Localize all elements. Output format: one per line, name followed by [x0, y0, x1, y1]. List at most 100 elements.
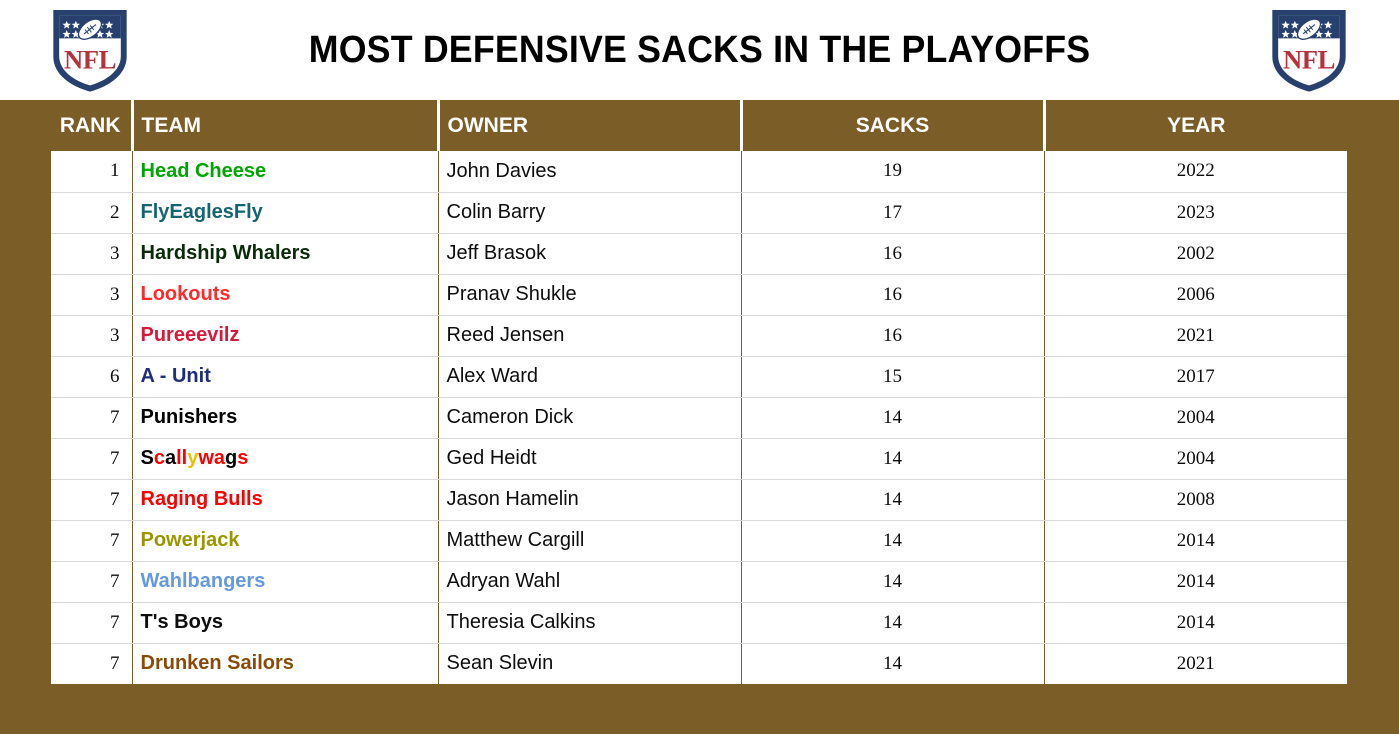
cell-team: Punishers — [131, 397, 438, 439]
cell-rank: 2 — [51, 192, 132, 234]
cell-rank: 7 — [51, 643, 132, 684]
cell-team: Drunken Sailors — [131, 643, 438, 684]
cell-team: Lookouts — [131, 274, 438, 316]
team-name-segment: s — [237, 447, 249, 469]
team-name-segment: ll — [176, 447, 188, 469]
team-name-segment: y — [187, 447, 199, 469]
team-name-segment: a — [164, 447, 177, 469]
leaderboard-table-container: RANK TEAM OWNER SACKS YEAR 1 Head Cheese J… — [51, 100, 1347, 684]
nfl-shield-icon-right: NFL — [1272, 10, 1346, 92]
table-row: 7 Drunken Sailors Sean Slevin 14 2021 — [51, 643, 1347, 684]
cell-sacks: 14 — [740, 438, 1044, 480]
cell-owner: John Davies — [437, 151, 741, 193]
cell-sacks: 16 — [740, 233, 1044, 275]
cell-sacks: 17 — [740, 192, 1044, 234]
cell-team: T's Boys — [131, 602, 438, 644]
cell-owner: Reed Jensen — [437, 315, 741, 357]
table-row: 7 Punishers Cameron Dick 14 2004 — [51, 397, 1347, 439]
table-row: 7 T's Boys Theresia Calkins 14 2014 — [51, 602, 1347, 644]
cell-rank: 3 — [51, 233, 132, 275]
cell-team: Head Cheese — [131, 151, 438, 193]
nfl-shield-icon-left: NFL — [53, 10, 127, 92]
team-name-segment: c — [153, 447, 165, 469]
cell-owner: Adryan Wahl — [437, 561, 741, 603]
cell-rank: 6 — [51, 356, 132, 398]
cell-owner: Theresia Calkins — [437, 602, 741, 644]
cell-owner: Jason Hamelin — [437, 479, 741, 521]
table-row: 7 Wahlbangers Adryan Wahl 14 2014 — [51, 561, 1347, 603]
cell-sacks: 14 — [740, 397, 1044, 439]
cell-sacks: 14 — [740, 479, 1044, 521]
team-name-segment: wa — [198, 447, 226, 469]
team-name-segment: S — [140, 447, 154, 469]
cell-owner: Matthew Cargill — [437, 520, 741, 562]
svg-text:NFL: NFL — [1283, 44, 1335, 74]
cell-year: 2008 — [1043, 479, 1347, 521]
cell-rank: 7 — [51, 520, 132, 562]
table-row: 3 Lookouts Pranav Shukle 16 2006 — [51, 274, 1347, 316]
leaderboard-table: RANK TEAM OWNER SACKS YEAR 1 Head Cheese J… — [51, 100, 1347, 684]
cell-year: 2022 — [1043, 151, 1347, 193]
cell-team: Scallywags — [131, 438, 438, 480]
team-name-segment: g — [225, 447, 238, 469]
cell-team: A - Unit — [131, 356, 438, 398]
cell-sacks: 15 — [740, 356, 1044, 398]
table-row: 3 Hardship Whalers Jeff Brasok 16 2002 — [51, 233, 1347, 275]
cell-sacks: 14 — [740, 643, 1044, 684]
table-row: 7 Scallywags Ged Heidt 14 2004 — [51, 438, 1347, 480]
cell-year: 2014 — [1043, 602, 1347, 644]
table-row: 1 Head Cheese John Davies 19 2022 — [51, 151, 1347, 193]
cell-owner: Pranav Shukle — [437, 274, 741, 316]
cell-year: 2014 — [1043, 520, 1347, 562]
table-header-row: RANK TEAM OWNER SACKS YEAR — [51, 100, 1347, 151]
cell-year: 2014 — [1043, 561, 1347, 603]
cell-team: Wahlbangers — [131, 561, 438, 603]
column-header-year[interactable]: YEAR — [1042, 100, 1347, 151]
cell-year: 2006 — [1043, 274, 1347, 316]
table-row: 3 Pureeevilz Reed Jensen 16 2021 — [51, 315, 1347, 357]
column-header-sacks[interactable]: SACKS — [739, 100, 1044, 151]
cell-rank: 7 — [51, 397, 132, 439]
svg-text:NFL: NFL — [64, 44, 116, 74]
cell-team: Raging Bulls — [131, 479, 438, 521]
cell-rank: 7 — [51, 602, 132, 644]
cell-sacks: 14 — [740, 561, 1044, 603]
column-header-rank[interactable]: RANK — [51, 100, 132, 151]
table-row: 7 Raging Bulls Jason Hamelin 14 2008 — [51, 479, 1347, 521]
cell-year: 2002 — [1043, 233, 1347, 275]
cell-team: Pureeevilz — [131, 315, 438, 357]
cell-team: FlyEaglesFly — [131, 192, 438, 234]
cell-sacks: 14 — [740, 520, 1044, 562]
page-title: MOST DEFENSIVE SACKS IN THE PLAYOFFS — [308, 28, 1091, 71]
cell-rank: 1 — [51, 151, 132, 193]
cell-sacks: 16 — [740, 315, 1044, 357]
cell-year: 2004 — [1043, 397, 1347, 439]
cell-rank: 7 — [51, 438, 132, 480]
cell-rank: 7 — [51, 561, 132, 603]
cell-owner: Sean Slevin — [437, 643, 741, 684]
cell-year: 2021 — [1043, 315, 1347, 357]
column-header-owner[interactable]: OWNER — [436, 100, 741, 151]
table-body: 1 Head Cheese John Davies 19 2022 2 FlyEaglesF… — [51, 151, 1347, 684]
cell-owner: Ged Heidt — [437, 438, 741, 480]
cell-owner: Jeff Brasok — [437, 233, 741, 275]
page-header: NFL MOST DEFENSIVE SACKS IN THE PLAYOFFS — [0, 0, 1399, 100]
cell-owner: Alex Ward — [437, 356, 741, 398]
table-header: RANK TEAM OWNER SACKS YEAR — [51, 100, 1347, 151]
cell-owner: Colin Barry — [437, 192, 741, 234]
cell-sacks: 16 — [740, 274, 1044, 316]
cell-owner: Cameron Dick — [437, 397, 741, 439]
cell-sacks: 19 — [740, 151, 1044, 193]
cell-year: 2023 — [1043, 192, 1347, 234]
cell-year: 2004 — [1043, 438, 1347, 480]
cell-rank: 3 — [51, 274, 132, 316]
cell-rank: 3 — [51, 315, 132, 357]
cell-sacks: 14 — [740, 602, 1044, 644]
table-row: 7 Powerjack Matthew Cargill 14 2014 — [51, 520, 1347, 562]
cell-year: 2021 — [1043, 643, 1347, 684]
cell-team: Hardship Whalers — [131, 233, 438, 275]
column-header-team[interactable]: TEAM — [130, 100, 438, 151]
cell-rank: 7 — [51, 479, 132, 521]
